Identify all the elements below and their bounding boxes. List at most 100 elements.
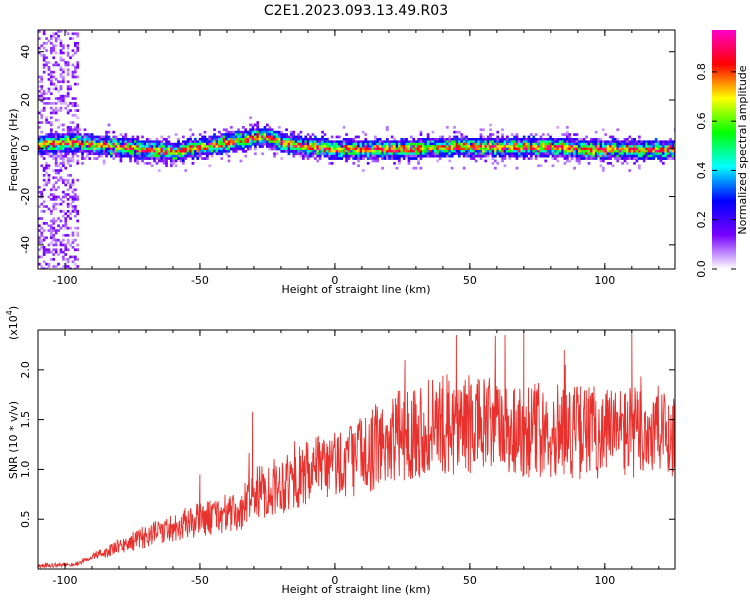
heat-cell xyxy=(237,133,240,136)
heat-cell xyxy=(376,150,380,153)
heat-cell xyxy=(338,142,341,146)
heat-cell xyxy=(292,147,296,151)
heat-cell xyxy=(62,164,65,168)
heat-cell xyxy=(189,152,192,156)
heat-cell xyxy=(448,135,452,139)
heat-cell xyxy=(494,154,497,158)
heat-cell xyxy=(374,157,377,160)
heat-cell xyxy=(561,152,564,156)
heat-cell xyxy=(54,238,58,242)
heat-cell xyxy=(170,154,173,158)
heat-cell xyxy=(518,138,521,141)
heat-cell xyxy=(546,150,550,153)
heat-cell xyxy=(138,147,142,151)
heat-cell xyxy=(162,145,166,148)
heat-cell xyxy=(66,152,70,156)
heat-cell xyxy=(76,142,80,146)
heat-cell xyxy=(398,145,401,148)
heat-cell xyxy=(196,142,200,146)
heat-cell xyxy=(62,224,65,228)
heat-cell xyxy=(659,150,663,153)
heat-cell xyxy=(285,145,288,148)
heat-cell xyxy=(249,147,252,151)
heat-cell xyxy=(386,126,389,129)
heat-cell xyxy=(321,150,324,153)
heat-cell xyxy=(393,138,396,141)
heat-cell xyxy=(174,157,178,160)
heat-cell xyxy=(196,152,200,156)
heat-cell xyxy=(470,154,473,158)
heat-cell xyxy=(42,58,46,62)
heat-cell xyxy=(189,142,192,146)
heat-cell xyxy=(482,147,485,151)
heat-cell xyxy=(112,140,116,144)
heat-cell xyxy=(266,128,269,132)
heat-cell xyxy=(522,147,526,151)
heat-cell xyxy=(539,140,543,144)
heat-cell xyxy=(335,145,339,148)
heat-cell xyxy=(59,176,63,180)
heat-cell xyxy=(146,162,149,165)
heat-cell xyxy=(527,138,531,141)
heat-cell xyxy=(50,37,53,40)
heat-cell xyxy=(542,145,545,148)
heat-cell xyxy=(227,154,231,158)
heat-cell xyxy=(242,135,245,139)
heat-cell xyxy=(179,145,183,148)
heat-cell xyxy=(606,162,610,165)
heat-cell xyxy=(69,186,72,189)
heat-cell xyxy=(76,49,80,52)
heat-cell xyxy=(57,142,60,146)
heat-cell xyxy=(129,159,132,163)
heat-cell xyxy=(38,140,41,144)
heat-cell xyxy=(74,70,77,74)
heat-cell xyxy=(62,140,65,144)
heat-cell xyxy=(182,157,185,160)
heat-cell xyxy=(628,157,632,160)
heat-cell xyxy=(371,142,375,146)
heat-cell xyxy=(218,152,221,156)
heat-cell xyxy=(412,166,416,170)
heat-cell xyxy=(50,116,53,120)
heat-cell xyxy=(575,159,579,163)
heat-cell xyxy=(419,145,423,148)
heat-cell xyxy=(479,142,483,146)
heat-cell xyxy=(114,147,118,151)
heat-cell xyxy=(568,142,572,146)
heat-cell xyxy=(64,138,68,141)
heat-cell xyxy=(431,138,435,141)
heat-cell xyxy=(302,147,305,151)
heat-cell xyxy=(54,147,58,151)
heat-cell xyxy=(350,145,353,148)
heat-cell xyxy=(182,152,185,156)
heat-cell xyxy=(165,162,168,165)
heat-cell xyxy=(592,145,596,148)
heat-cell xyxy=(568,138,572,141)
heat-cell xyxy=(172,159,176,163)
heat-cell xyxy=(364,142,368,146)
heat-cell xyxy=(122,154,125,158)
heat-cell xyxy=(54,219,58,223)
heat-cell xyxy=(66,162,70,165)
heat-cell xyxy=(633,147,636,151)
heat-cell xyxy=(57,109,60,112)
heat-cell xyxy=(580,152,584,156)
heat-cell xyxy=(563,147,567,151)
heat-cell xyxy=(472,150,476,153)
heat-cell xyxy=(90,142,94,146)
heat-cell xyxy=(244,140,248,144)
heat-cell xyxy=(184,140,188,144)
heat-cell xyxy=(263,133,267,136)
heat-cell xyxy=(527,147,531,151)
heat-cell xyxy=(177,157,180,160)
heat-cell xyxy=(566,145,569,148)
heat-cell xyxy=(491,157,495,160)
heat-cell xyxy=(546,138,550,141)
heat-cell xyxy=(340,147,344,151)
heat-cell xyxy=(443,145,447,148)
heat-cell xyxy=(366,162,370,165)
heat-cell xyxy=(388,154,392,158)
heat-cell xyxy=(534,145,538,148)
heat-cell xyxy=(446,142,449,146)
heat-cell xyxy=(479,135,483,139)
